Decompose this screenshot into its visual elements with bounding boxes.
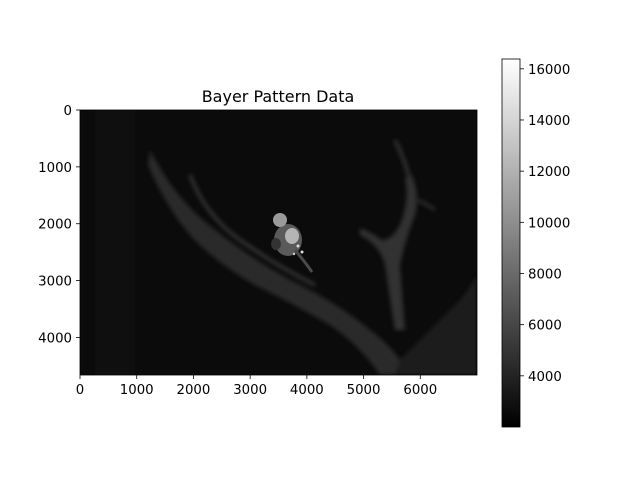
- x-axis: 0 1000 2000 3000 4000 5000 6000: [76, 375, 437, 398]
- plot-frame: [79, 109, 478, 376]
- colorbar-tick-label: 12000: [528, 165, 570, 180]
- y-tick-label: 1000: [38, 161, 72, 176]
- x-tick-label: 4000: [290, 383, 324, 398]
- x-tick-label: 1000: [120, 383, 154, 398]
- colorbar-tick-label: 10000: [528, 216, 570, 231]
- y-tick-label: 3000: [38, 275, 72, 290]
- tree-branch: [148, 139, 477, 375]
- colorbar-tick-label: 8000: [528, 267, 562, 282]
- x-tick-label: 3000: [233, 383, 267, 398]
- y-tick-label: 4000: [38, 331, 72, 346]
- y-tick-label: 2000: [38, 218, 72, 233]
- colorbar: [501, 58, 521, 428]
- heatmap-image: [80, 110, 477, 375]
- x-tick-label: 5000: [347, 383, 381, 398]
- colorbar-tick-label: 4000: [528, 370, 562, 385]
- y-tick-label: 0: [64, 104, 72, 119]
- colorbar-tick-label: 16000: [528, 63, 570, 78]
- x-tick-label: 0: [76, 383, 84, 398]
- chart-title: Bayer Pattern Data: [202, 87, 355, 106]
- colorbar-axis: 4000 6000 8000 10000 12000 14000 16000: [520, 63, 570, 385]
- x-tick-label: 2000: [177, 383, 211, 398]
- colorbar-tick-label: 14000: [528, 114, 570, 129]
- x-tick-label: 6000: [403, 383, 437, 398]
- bird-figure: [271, 213, 314, 273]
- y-axis: 0 1000 2000 3000 4000: [38, 104, 80, 346]
- colorbar-tick-label: 6000: [528, 319, 562, 334]
